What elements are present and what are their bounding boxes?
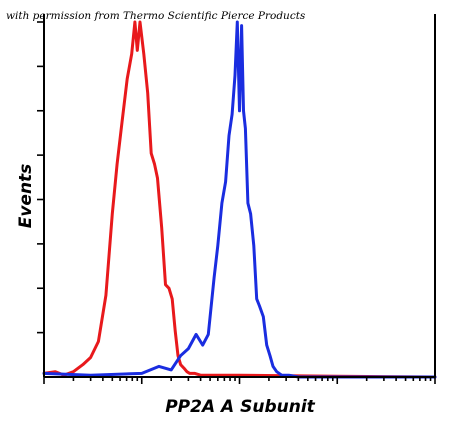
y-axis-title: Events xyxy=(16,164,36,229)
red-histogram-line xyxy=(42,20,437,379)
ticks-layer xyxy=(37,21,436,384)
blue-histogram-line xyxy=(42,20,437,379)
x-axis-title: PP2A A Subunit xyxy=(165,397,315,417)
series-layer xyxy=(42,20,437,379)
image-credit: with permission from Thermo Scientific P… xyxy=(6,10,306,22)
plot-area xyxy=(37,14,437,384)
